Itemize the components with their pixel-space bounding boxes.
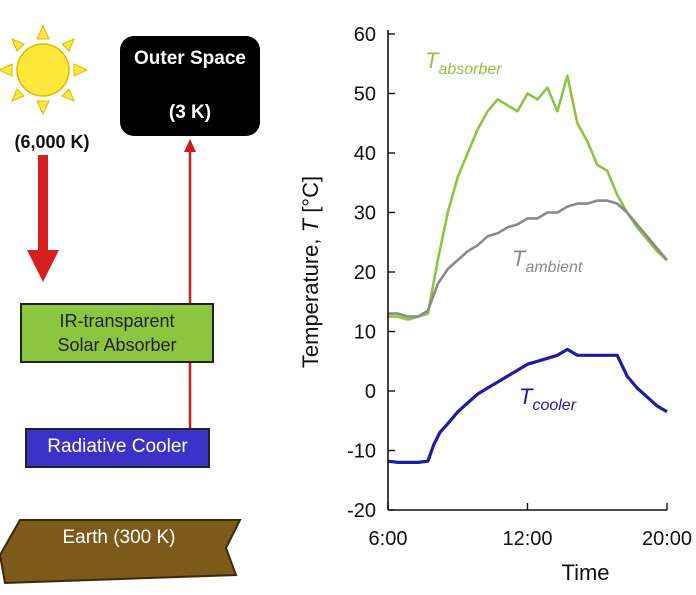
- sun-icon: [0, 24, 89, 116]
- radiative-cooler-box: Radiative Cooler: [25, 428, 210, 468]
- series-line-absorber: [388, 74, 668, 321]
- outer-space-temperature: (3 K): [168, 102, 212, 123]
- labels-layer: 60 50 40 30 20 10 0 -10 -20 6:00 12:00 20:00 Time Tem…: [298, 24, 692, 585]
- series-line-cooler: [387, 347, 668, 464]
- y-tick-label: 40: [354, 143, 376, 165]
- y-tick-label: 20: [354, 262, 376, 284]
- absorber-label-line2: Solar Absorber: [57, 335, 177, 355]
- x-tick-label: 6:00: [369, 528, 408, 550]
- axes-layer: [387, 30, 668, 511]
- series-layer: [387, 74, 668, 464]
- y-tick-label: -20: [347, 500, 376, 522]
- x-tick-label: 20:00: [642, 528, 692, 550]
- y-axis-title: Temperature, T [°C]: [298, 176, 323, 368]
- outer-space-title: Outer Space: [134, 48, 246, 69]
- earth-label: Earth (300 K): [62, 527, 176, 548]
- series-line-ambient: [388, 199, 668, 318]
- y-tick-label: 0: [365, 381, 376, 403]
- y-tick-label: 10: [354, 322, 376, 344]
- sunlight-arrow-icon: [27, 155, 59, 282]
- y-tick-label: 50: [354, 84, 376, 106]
- absorber-label-line1: IR-transparent: [59, 311, 175, 331]
- y-tick-label: -10: [347, 441, 376, 463]
- x-tick-label: 12:00: [502, 528, 552, 550]
- earth-shape: [0, 519, 242, 585]
- solar-absorber-box: IR-transparent Solar Absorber: [20, 303, 214, 363]
- series-label-absorber: Tabsorber: [425, 48, 502, 78]
- sun-temperature-label: (6,000 K): [14, 132, 90, 152]
- x-axis-title: Time: [561, 560, 609, 585]
- series-label-ambient: Tambient: [512, 246, 583, 276]
- outer-space-box: Outer Space (3 K): [120, 36, 260, 136]
- y-tick-label: 60: [354, 24, 376, 46]
- cooler-label: Radiative Cooler: [47, 436, 188, 457]
- radiation-arrow-icon: [184, 139, 196, 430]
- series-label-cooler: Tcooler: [519, 384, 577, 414]
- schematic-graphics: [0, 24, 242, 585]
- y-tick-label: 30: [354, 203, 376, 225]
